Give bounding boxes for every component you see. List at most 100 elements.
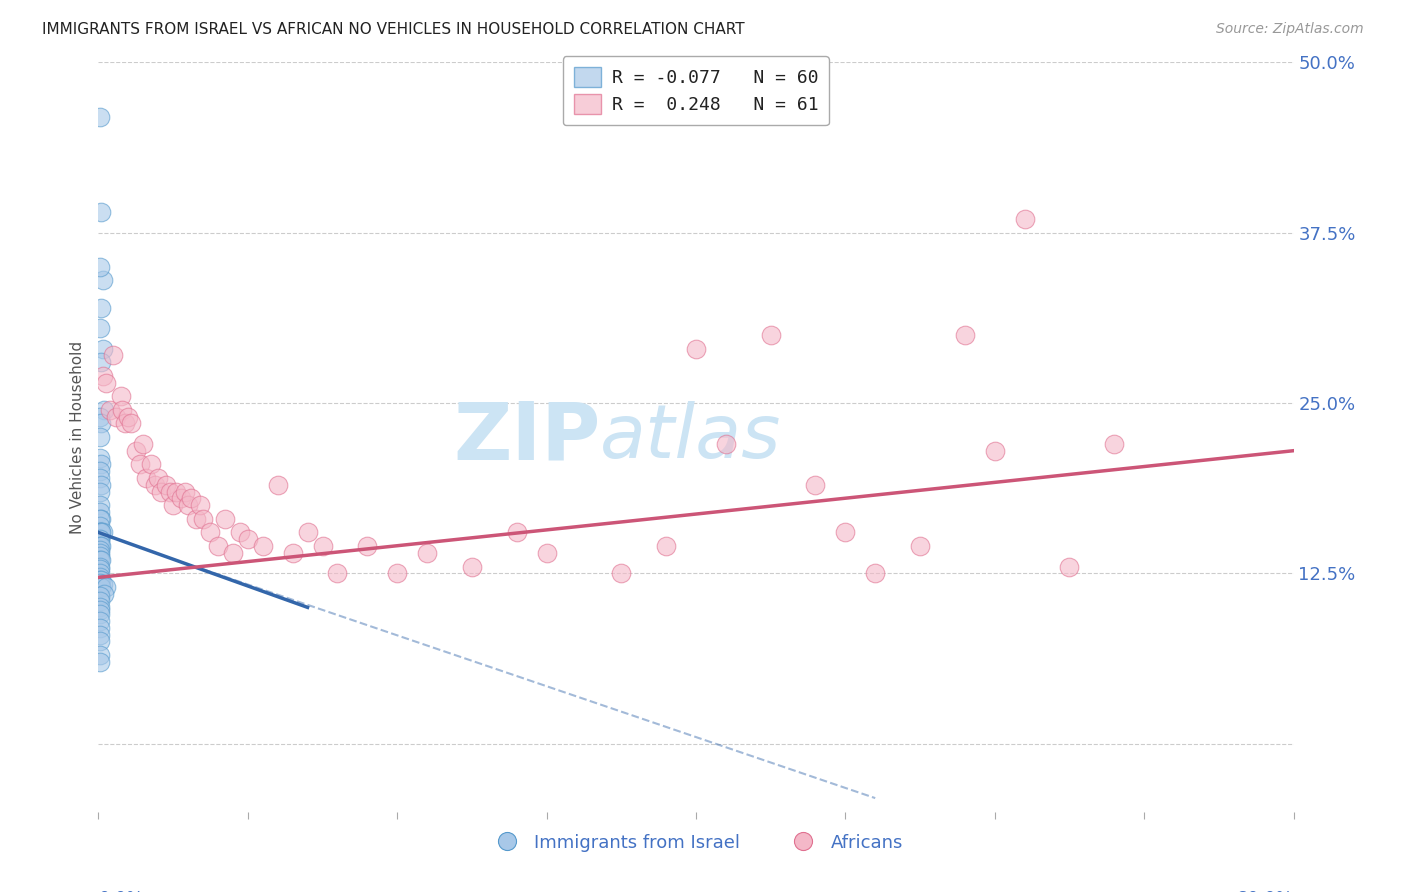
Point [103,348,125,362]
Point [132,437,155,451]
Point [461,559,484,574]
Point [385,566,409,581]
Point [89,539,111,553]
Point [89,559,111,574]
Point [804,477,827,491]
Point [90,573,112,587]
Point [90,477,112,491]
Point [89,533,111,547]
Point [93,402,115,417]
Point [91,273,114,287]
Point [89,525,111,540]
Point [91,525,114,540]
Point [89,525,111,540]
Legend: Immigrants from Israel, Africans: Immigrants from Israel, Africans [482,827,910,859]
Point [953,327,976,342]
Point [135,471,157,485]
Point [165,484,187,499]
Point [111,402,134,417]
Point [281,546,304,560]
Point [236,533,259,547]
Point [129,458,152,472]
Point [89,110,111,124]
Text: Source: ZipAtlas.com: Source: ZipAtlas.com [1216,22,1364,37]
Point [105,409,128,424]
Text: IMMIGRANTS FROM ISRAEL VS AFRICAN NO VEHICLES IN HOUSEHOLD CORRELATION CHART: IMMIGRANTS FROM ISRAEL VS AFRICAN NO VEH… [42,22,745,37]
Point [89,634,111,648]
Point [89,518,111,533]
Point [90,552,112,566]
Point [89,590,111,604]
Point [150,484,173,499]
Point [89,546,111,560]
Point [188,498,211,512]
Point [89,512,111,526]
Point [89,543,111,558]
Point [90,205,112,219]
Point [89,648,111,662]
Point [89,593,111,607]
Point [655,539,678,553]
Point [89,321,111,335]
Point [1104,437,1126,451]
Point [214,512,236,526]
Point [148,471,170,485]
Text: atlas: atlas [600,401,782,473]
Point [89,471,111,485]
Point [326,566,349,581]
Point [110,389,132,403]
Point [125,443,148,458]
Point [89,484,111,499]
Point [89,430,111,444]
Point [89,260,111,274]
Point [91,342,114,356]
Point [159,484,181,499]
Point [177,498,200,512]
Point [114,417,136,431]
Point [184,512,207,526]
Point [143,477,166,491]
Point [759,327,782,342]
Point [89,621,111,635]
Point [94,580,117,594]
Point [90,301,112,315]
Point [89,627,111,641]
Point [98,402,122,417]
Point [90,525,112,540]
Point [90,525,112,540]
Text: 0.0%: 0.0% [98,890,143,892]
Point [89,562,111,576]
Point [89,450,111,465]
Text: 80.0%: 80.0% [1237,890,1294,892]
Point [834,525,856,540]
Text: ZIP: ZIP [453,398,600,476]
Point [200,525,222,540]
Point [90,580,112,594]
Point [94,376,117,390]
Point [506,525,529,540]
Point [267,477,290,491]
Point [155,477,177,491]
Point [89,533,111,547]
Point [685,342,707,356]
Point [1059,559,1081,574]
Point [89,575,111,590]
Point [162,498,184,512]
Point [90,458,112,472]
Point [1014,212,1036,227]
Point [610,566,633,581]
Point [91,577,114,591]
Point [356,539,378,553]
Point [169,491,191,506]
Point [222,546,245,560]
Point [89,464,111,478]
Point [416,546,439,560]
Point [93,587,115,601]
Point [714,437,737,451]
Point [311,539,333,553]
Point [89,549,111,563]
Point [89,600,111,615]
Point [89,603,111,617]
Point [90,539,112,553]
Point [89,552,111,566]
